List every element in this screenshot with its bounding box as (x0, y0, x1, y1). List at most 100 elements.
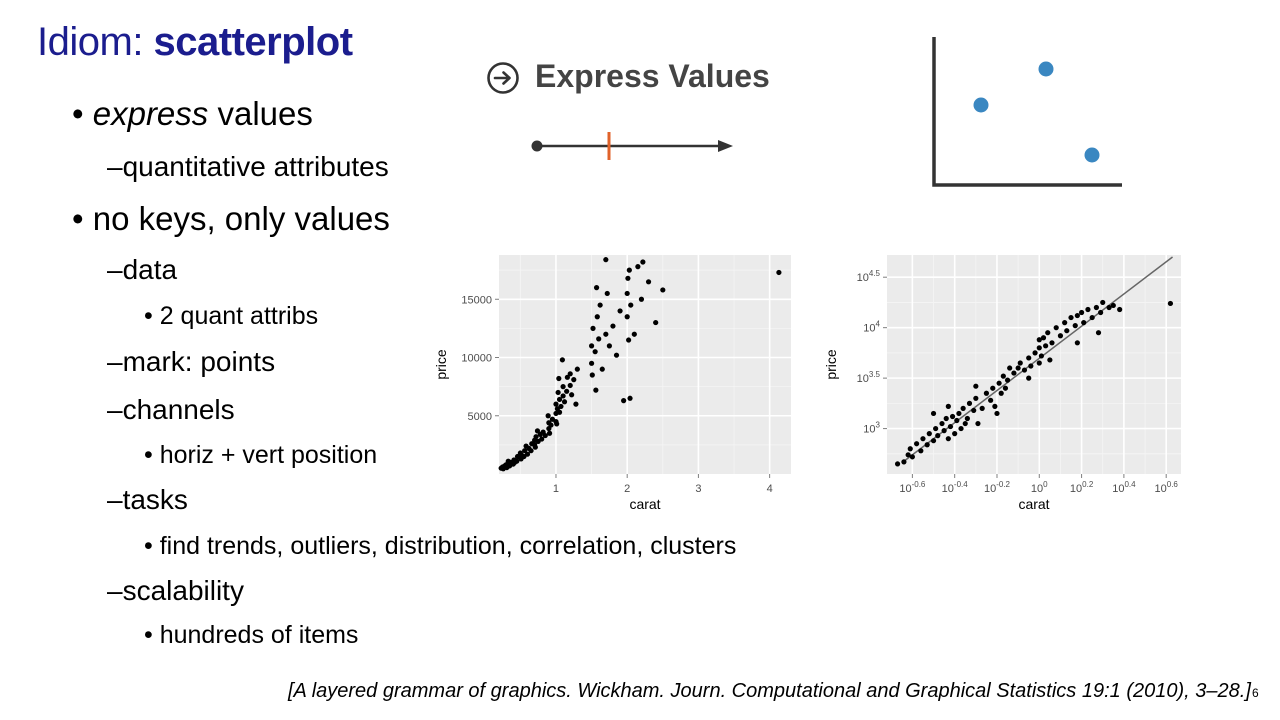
data-point (560, 393, 566, 399)
data-point (1110, 302, 1116, 309)
data-point (592, 349, 598, 355)
data-point (660, 287, 666, 293)
y-tick-label: 104 (863, 320, 880, 335)
data-point (958, 425, 964, 432)
data-point (617, 308, 623, 314)
data-point (776, 269, 782, 276)
data-point (1007, 365, 1013, 371)
data-point (1011, 370, 1017, 376)
bullet-glyph: • (72, 200, 84, 237)
data-point (947, 423, 954, 430)
data-point (594, 314, 600, 320)
x-tick-label: 2 (624, 483, 630, 495)
x-tick-label: 10-0.6 (899, 480, 926, 495)
data-point (555, 389, 561, 396)
data-point (564, 388, 570, 394)
data-point (588, 360, 595, 366)
data-point (998, 390, 1004, 396)
data-point (509, 460, 515, 467)
bullet-express-values: • express values (72, 95, 313, 133)
data-point (1043, 343, 1049, 349)
data-point (610, 323, 616, 329)
data-point (996, 380, 1002, 386)
data-point (907, 446, 913, 452)
data-point (534, 428, 541, 434)
x-tick-label: 100.6 (1155, 480, 1179, 495)
sub-scalability: –scalability (107, 575, 244, 606)
data-point (569, 392, 575, 398)
data-point (628, 302, 634, 308)
glyph-dot (1038, 61, 1054, 77)
data-point (645, 279, 652, 285)
data-point (1089, 314, 1095, 321)
data-point (1074, 312, 1080, 319)
sub-channels: –channels (107, 394, 235, 425)
sub-mark: –mark: points (107, 346, 276, 377)
data-point (514, 453, 521, 460)
data-point (558, 403, 564, 410)
data-point (603, 331, 609, 337)
data-point (1093, 304, 1099, 311)
data-point (625, 275, 631, 281)
scatterplot-glyph (932, 37, 1122, 187)
glyph-dot (1084, 147, 1100, 163)
data-point (524, 451, 531, 457)
bullet-no-keys: • no keys, only values (72, 200, 390, 238)
data-point (545, 413, 551, 419)
data-point (626, 267, 632, 273)
data-point (1081, 320, 1087, 326)
data-point (918, 448, 924, 454)
data-point (914, 441, 920, 447)
x-tick-label: 100 (1031, 480, 1048, 495)
data-point (613, 352, 620, 358)
data-point (941, 428, 947, 434)
data-point (561, 399, 568, 405)
data-point (653, 319, 659, 326)
data-point (909, 454, 915, 460)
data-point (567, 371, 573, 377)
data-point (590, 325, 596, 331)
data-point (638, 296, 645, 302)
data-point (603, 257, 609, 263)
arrow-circle-right-icon (487, 62, 519, 94)
data-point (1036, 337, 1042, 343)
data-point (1062, 320, 1068, 326)
data-point (548, 422, 554, 428)
x-axis-label: carat (629, 496, 660, 512)
y-tick-label: 104.5 (857, 269, 881, 284)
bullet-glyph: • (72, 95, 84, 132)
data-point (528, 448, 534, 454)
x-tick-label: 10-0.2 (984, 480, 1011, 495)
data-point (994, 410, 1000, 417)
x-tick-label: 10-0.4 (942, 480, 969, 495)
data-point (949, 413, 956, 420)
data-point (567, 382, 573, 389)
data-point (588, 343, 595, 349)
data-point (589, 372, 595, 378)
x-tick-label: 100.2 (1070, 480, 1094, 495)
data-point (1036, 360, 1042, 366)
y-tick-label: 5000 (468, 411, 492, 423)
data-point (905, 452, 911, 458)
data-point (964, 415, 970, 422)
scatterplot-linear: 1 2 3 4 5000 10000 15000 carat price (433, 255, 791, 512)
data-point (1000, 373, 1006, 379)
data-point (1015, 365, 1021, 371)
data-point (529, 441, 535, 447)
data-point (943, 415, 949, 422)
plot-panel (499, 255, 791, 474)
glyph-dot (973, 97, 989, 113)
y-tick-label: 15000 (461, 294, 492, 306)
data-point (933, 425, 939, 432)
subsub-position: • horiz + vert position (144, 441, 378, 469)
x-tick-label: 4 (767, 483, 773, 495)
data-point (1049, 340, 1055, 346)
data-point (597, 302, 603, 308)
data-point (894, 461, 901, 467)
data-point (945, 436, 951, 442)
number-line-origin (531, 140, 543, 152)
data-point (593, 285, 600, 291)
data-point (621, 398, 627, 404)
data-point (1028, 363, 1034, 369)
data-point (1068, 314, 1074, 321)
